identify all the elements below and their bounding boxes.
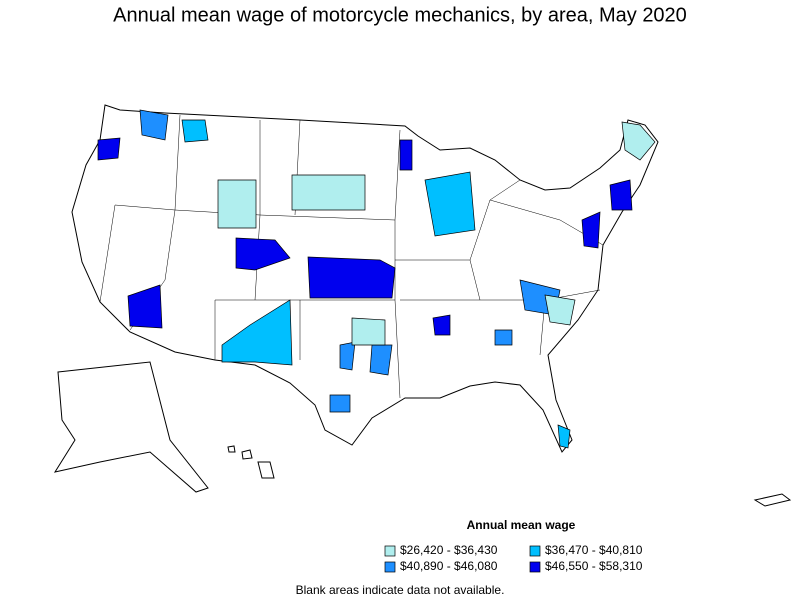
region (494, 329, 513, 346)
region (139, 109, 169, 141)
region (369, 344, 393, 376)
hawaii (227, 445, 275, 479)
region (339, 341, 356, 371)
region (329, 394, 351, 413)
legend-title: Annual mean wage (467, 518, 576, 532)
legend-label: $40,890 - $46,080 (400, 559, 498, 573)
region (217, 179, 257, 229)
region (97, 137, 121, 161)
legend: $26,420 - $36,430 $36,470 - $40,810 $40,89… (384, 543, 643, 573)
alaska (53, 361, 209, 493)
region (235, 237, 291, 271)
region (307, 256, 396, 299)
map-title: Annual mean wage of motorcycle mechanics… (113, 4, 687, 26)
legend-swatch (384, 561, 396, 573)
legend-label: $46,550 - $58,310 (545, 559, 643, 573)
legend-label: $36,470 - $40,810 (545, 543, 643, 557)
region (424, 171, 476, 237)
region (399, 139, 413, 171)
region (221, 299, 293, 366)
region (432, 314, 451, 336)
region (609, 179, 633, 211)
region (351, 317, 386, 346)
map (53, 104, 792, 507)
region (557, 424, 571, 449)
region (291, 174, 366, 211)
footnote: Blank areas indicate data not available. (296, 583, 505, 597)
wage-regions (97, 109, 656, 449)
region (581, 211, 601, 249)
region (127, 284, 163, 329)
legend-label: $26,420 - $36,430 (400, 543, 498, 557)
puerto-rico (753, 493, 792, 507)
legend-swatch (529, 545, 541, 557)
region (181, 119, 209, 143)
region (544, 294, 576, 326)
region (621, 121, 656, 161)
state-borders (99, 114, 604, 399)
legend-swatch (529, 561, 541, 573)
legend-swatch (384, 545, 396, 557)
